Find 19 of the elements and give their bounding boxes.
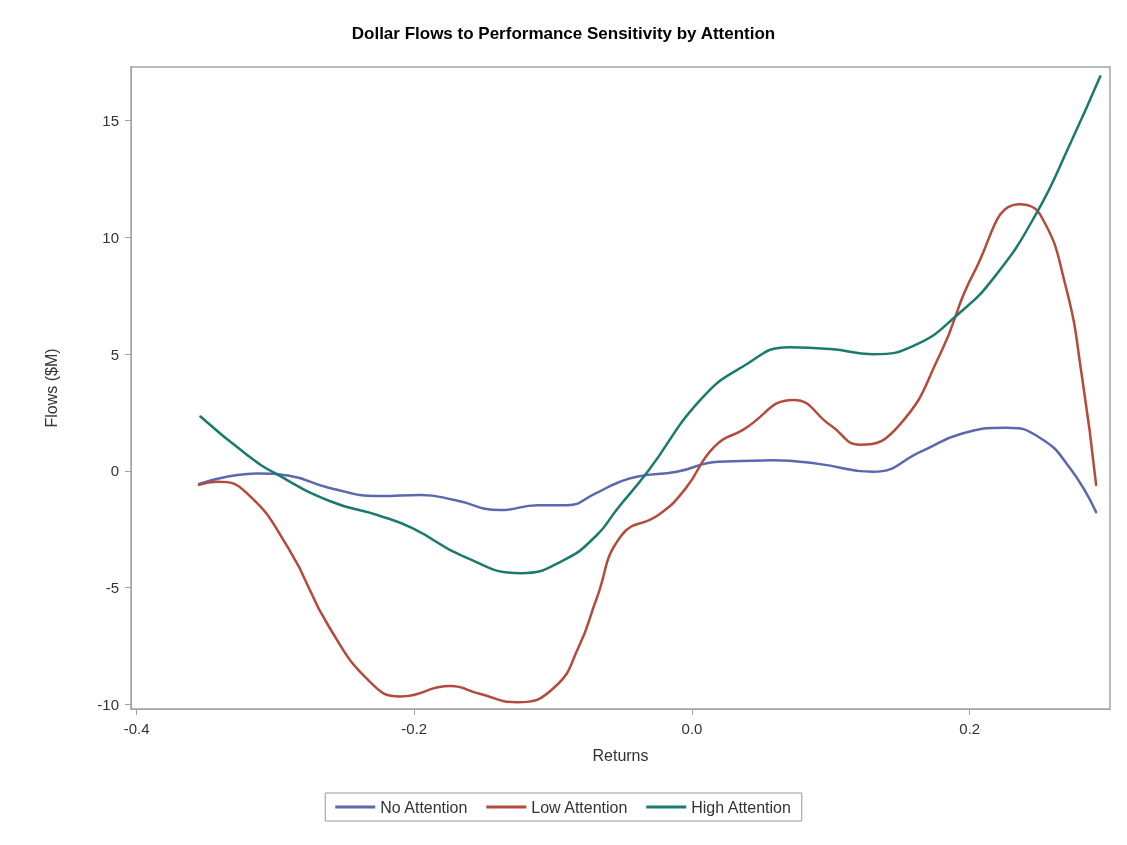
x-tick-label: -0.4 xyxy=(123,720,150,737)
chart-title: Dollar Flows to Performance Sensitivity by Attention xyxy=(351,24,776,43)
line-series xyxy=(199,75,1102,575)
y-tick-label: 0 xyxy=(110,462,119,480)
line-series xyxy=(197,203,1098,704)
legend-label: High Attention xyxy=(691,798,791,816)
line-series xyxy=(197,426,1098,514)
y-axis-title: Flows ($M) xyxy=(42,348,60,428)
legend-label: Low Attention xyxy=(531,798,628,816)
legend-label: No Attention xyxy=(380,798,468,816)
y-tick-label: -5 xyxy=(105,579,119,597)
x-tick-label: -0.2 xyxy=(401,720,428,737)
x-tick-label: 0.2 xyxy=(959,720,981,737)
y-tick-label: 15 xyxy=(102,112,119,130)
y-tick-label: -10 xyxy=(97,695,119,713)
x-tick-label: 0.0 xyxy=(681,720,703,737)
y-tick-label: 5 xyxy=(110,345,119,363)
x-axis-title: Returns xyxy=(592,746,649,764)
y-tick-label: 10 xyxy=(102,228,119,246)
